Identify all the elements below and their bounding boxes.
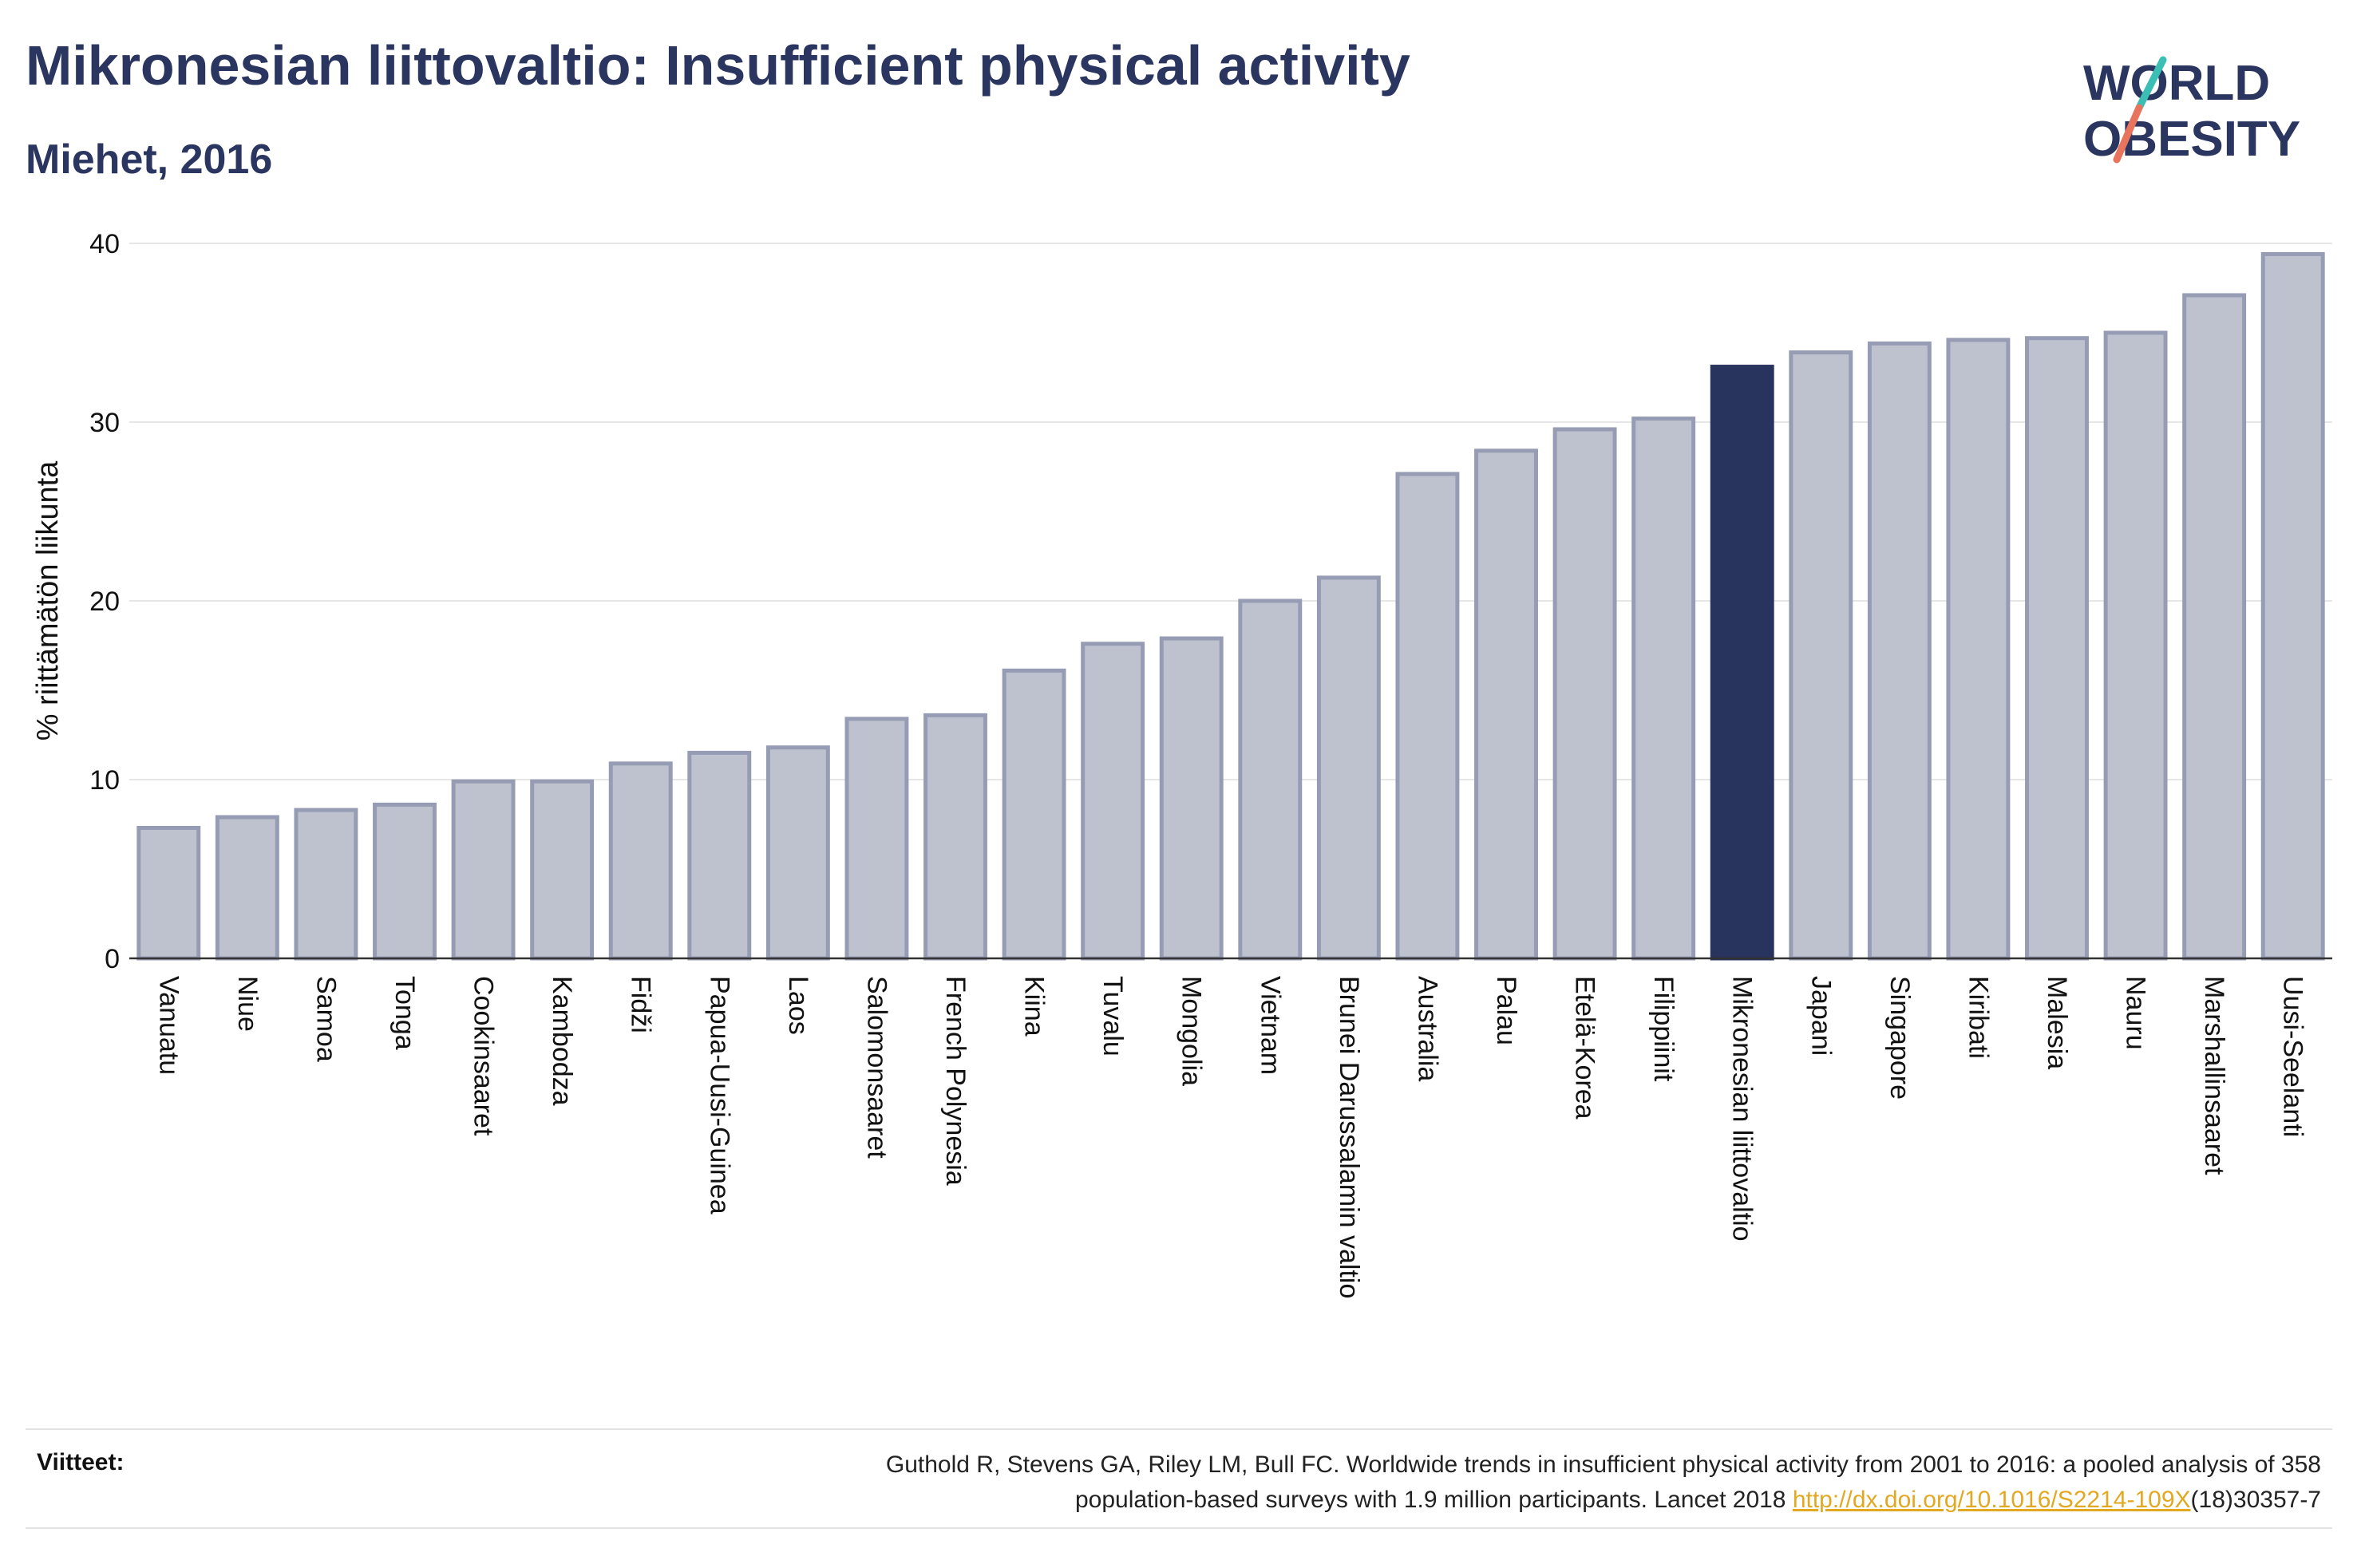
references-text: Guthold R, Stevens GA, Riley LM, Bull FC… — [485, 1448, 2321, 1518]
bar-cookinsaaret — [451, 779, 516, 961]
bar-mongolia — [1159, 636, 1224, 961]
bar-nauru — [2103, 330, 2168, 961]
x-tick-label-papua-uusi-guinea: Papua-Uusi-Guinea — [704, 976, 734, 1215]
references-text-part2: population-based surveys with 1.9 millio… — [1074, 1487, 1793, 1513]
bar-kiina — [1002, 668, 1066, 961]
x-tick-label-samoa: Samoa — [310, 976, 341, 1062]
x-tick-label-mongolia: Mongolia — [1177, 976, 1207, 1086]
chart-title: Mikronesian liittovaltio: Insufficient p… — [26, 34, 1410, 97]
x-tick-label-salomonsaaret: Salomonsaaret — [861, 976, 892, 1159]
x-tick-label-mikronesian-liittovaltio: Mikronesian liittovaltio — [1727, 976, 1758, 1242]
bar-uusi-seelanti — [2260, 251, 2325, 961]
bar-brunei-darussalamin-valtio — [1316, 575, 1381, 961]
world-obesity-logo: WORLD OBESITY — [2083, 56, 2300, 167]
bar-kambodza — [530, 779, 595, 961]
x-tick-label-uusi-seelanti: Uusi-Seelanti — [2278, 976, 2308, 1137]
bar-laos — [765, 745, 830, 961]
bar-niue — [215, 815, 279, 961]
bar-marshallinsaaret — [2182, 293, 2247, 961]
y-tick-label-20: 20 — [89, 587, 120, 617]
bar-australia — [1395, 472, 1460, 961]
x-tick-label-filippiinit: Filippiinit — [1648, 976, 1679, 1082]
x-tick-label-french-polynesia: French Polynesia — [940, 976, 971, 1186]
x-tick-label-palau: Palau — [1491, 976, 1521, 1045]
bar-chart: 0 10 20 30 40 % riittämätön liikunta Vanuatu Ni… — [31, 229, 2332, 1298]
y-axis-label: % riittämätön liikunta — [31, 460, 65, 741]
x-tick-label-tonga: Tonga — [390, 976, 420, 1050]
y-tick-label-30: 30 — [89, 408, 120, 438]
x-tick-label-vietnam: Vietnam — [1255, 976, 1285, 1075]
x-tick-label-kambodza: Kambodza — [547, 976, 577, 1106]
bar-filippiinit — [1631, 417, 1696, 961]
bar-samoa — [294, 808, 358, 961]
bar-malesia — [2025, 336, 2089, 961]
x-tick-label-etel-korea: Etelä-Korea — [1570, 976, 1600, 1120]
references-text-part1: Guthold R, Stevens GA, Riley LM, Bull FC… — [885, 1451, 2321, 1478]
x-tick-label-vanuatu: Vanuatu — [153, 976, 184, 1075]
bar-palau — [1474, 448, 1538, 961]
bar-tuvalu — [1081, 642, 1145, 961]
bar-kiribati — [1946, 338, 2011, 961]
references-text-part3: (18)30357-7 — [2190, 1487, 2321, 1513]
x-tick-label-australia: Australia — [1412, 976, 1442, 1081]
x-tick-label-cookinsaaret: Cookinsaaret — [469, 976, 499, 1136]
bar-papua-uusi-guinea — [687, 750, 752, 961]
logo-slash-top — [2135, 56, 2167, 112]
bar-salomonsaaret — [844, 717, 909, 961]
bar-tonga — [373, 802, 437, 961]
x-tick-label-japani: Japani — [1805, 976, 1836, 1056]
bar-etel-korea — [1552, 427, 1617, 961]
x-tick-label-brunei-darussalamin-valtio: Brunei Darussalamin valtio — [1334, 976, 1364, 1298]
chart-subtitle: Miehet, 2016 — [26, 136, 273, 183]
bar-singapore — [1867, 341, 1932, 961]
bar-fid-i — [608, 761, 673, 961]
bar-vietnam — [1238, 598, 1303, 961]
x-tick-label-kiribati: Kiribati — [1963, 976, 1993, 1059]
x-tick-label-fid-i: Fidži — [626, 976, 656, 1033]
x-tick-label-niue: Niue — [232, 976, 263, 1032]
references-label: Viitteet: — [37, 1449, 125, 1475]
x-tick-label-marshallinsaaret: Marshallinsaaret — [2199, 976, 2229, 1175]
bar-vanuatu — [136, 825, 201, 961]
y-tick-label-0: 0 — [105, 944, 120, 974]
x-tick-label-kiina: Kiina — [1019, 976, 1050, 1037]
x-tick-label-singapore: Singapore — [1884, 976, 1915, 1100]
references-box: Viitteet: Guthold R, Stevens GA, Riley L… — [26, 1428, 2332, 1529]
x-tick-label-tuvalu: Tuvalu — [1097, 976, 1128, 1057]
bar-mikronesian-liittovaltio — [1710, 365, 1774, 961]
x-tick-label-nauru: Nauru — [2121, 976, 2151, 1050]
x-tick-label-malesia: Malesia — [2042, 976, 2072, 1069]
y-tick-label-40: 40 — [89, 229, 120, 259]
bar-french-polynesia — [923, 713, 987, 961]
x-tick-label-laos: Laos — [783, 976, 813, 1035]
bar-japani — [1789, 350, 1853, 961]
y-tick-label-10: 10 — [89, 765, 120, 796]
logo-slash-bottom — [2113, 104, 2143, 164]
logo-line-1: WORLD — [2083, 56, 2270, 111]
references-link[interactable]: http://dx.doi.org/10.1016/S2214-109X — [1792, 1487, 2191, 1513]
